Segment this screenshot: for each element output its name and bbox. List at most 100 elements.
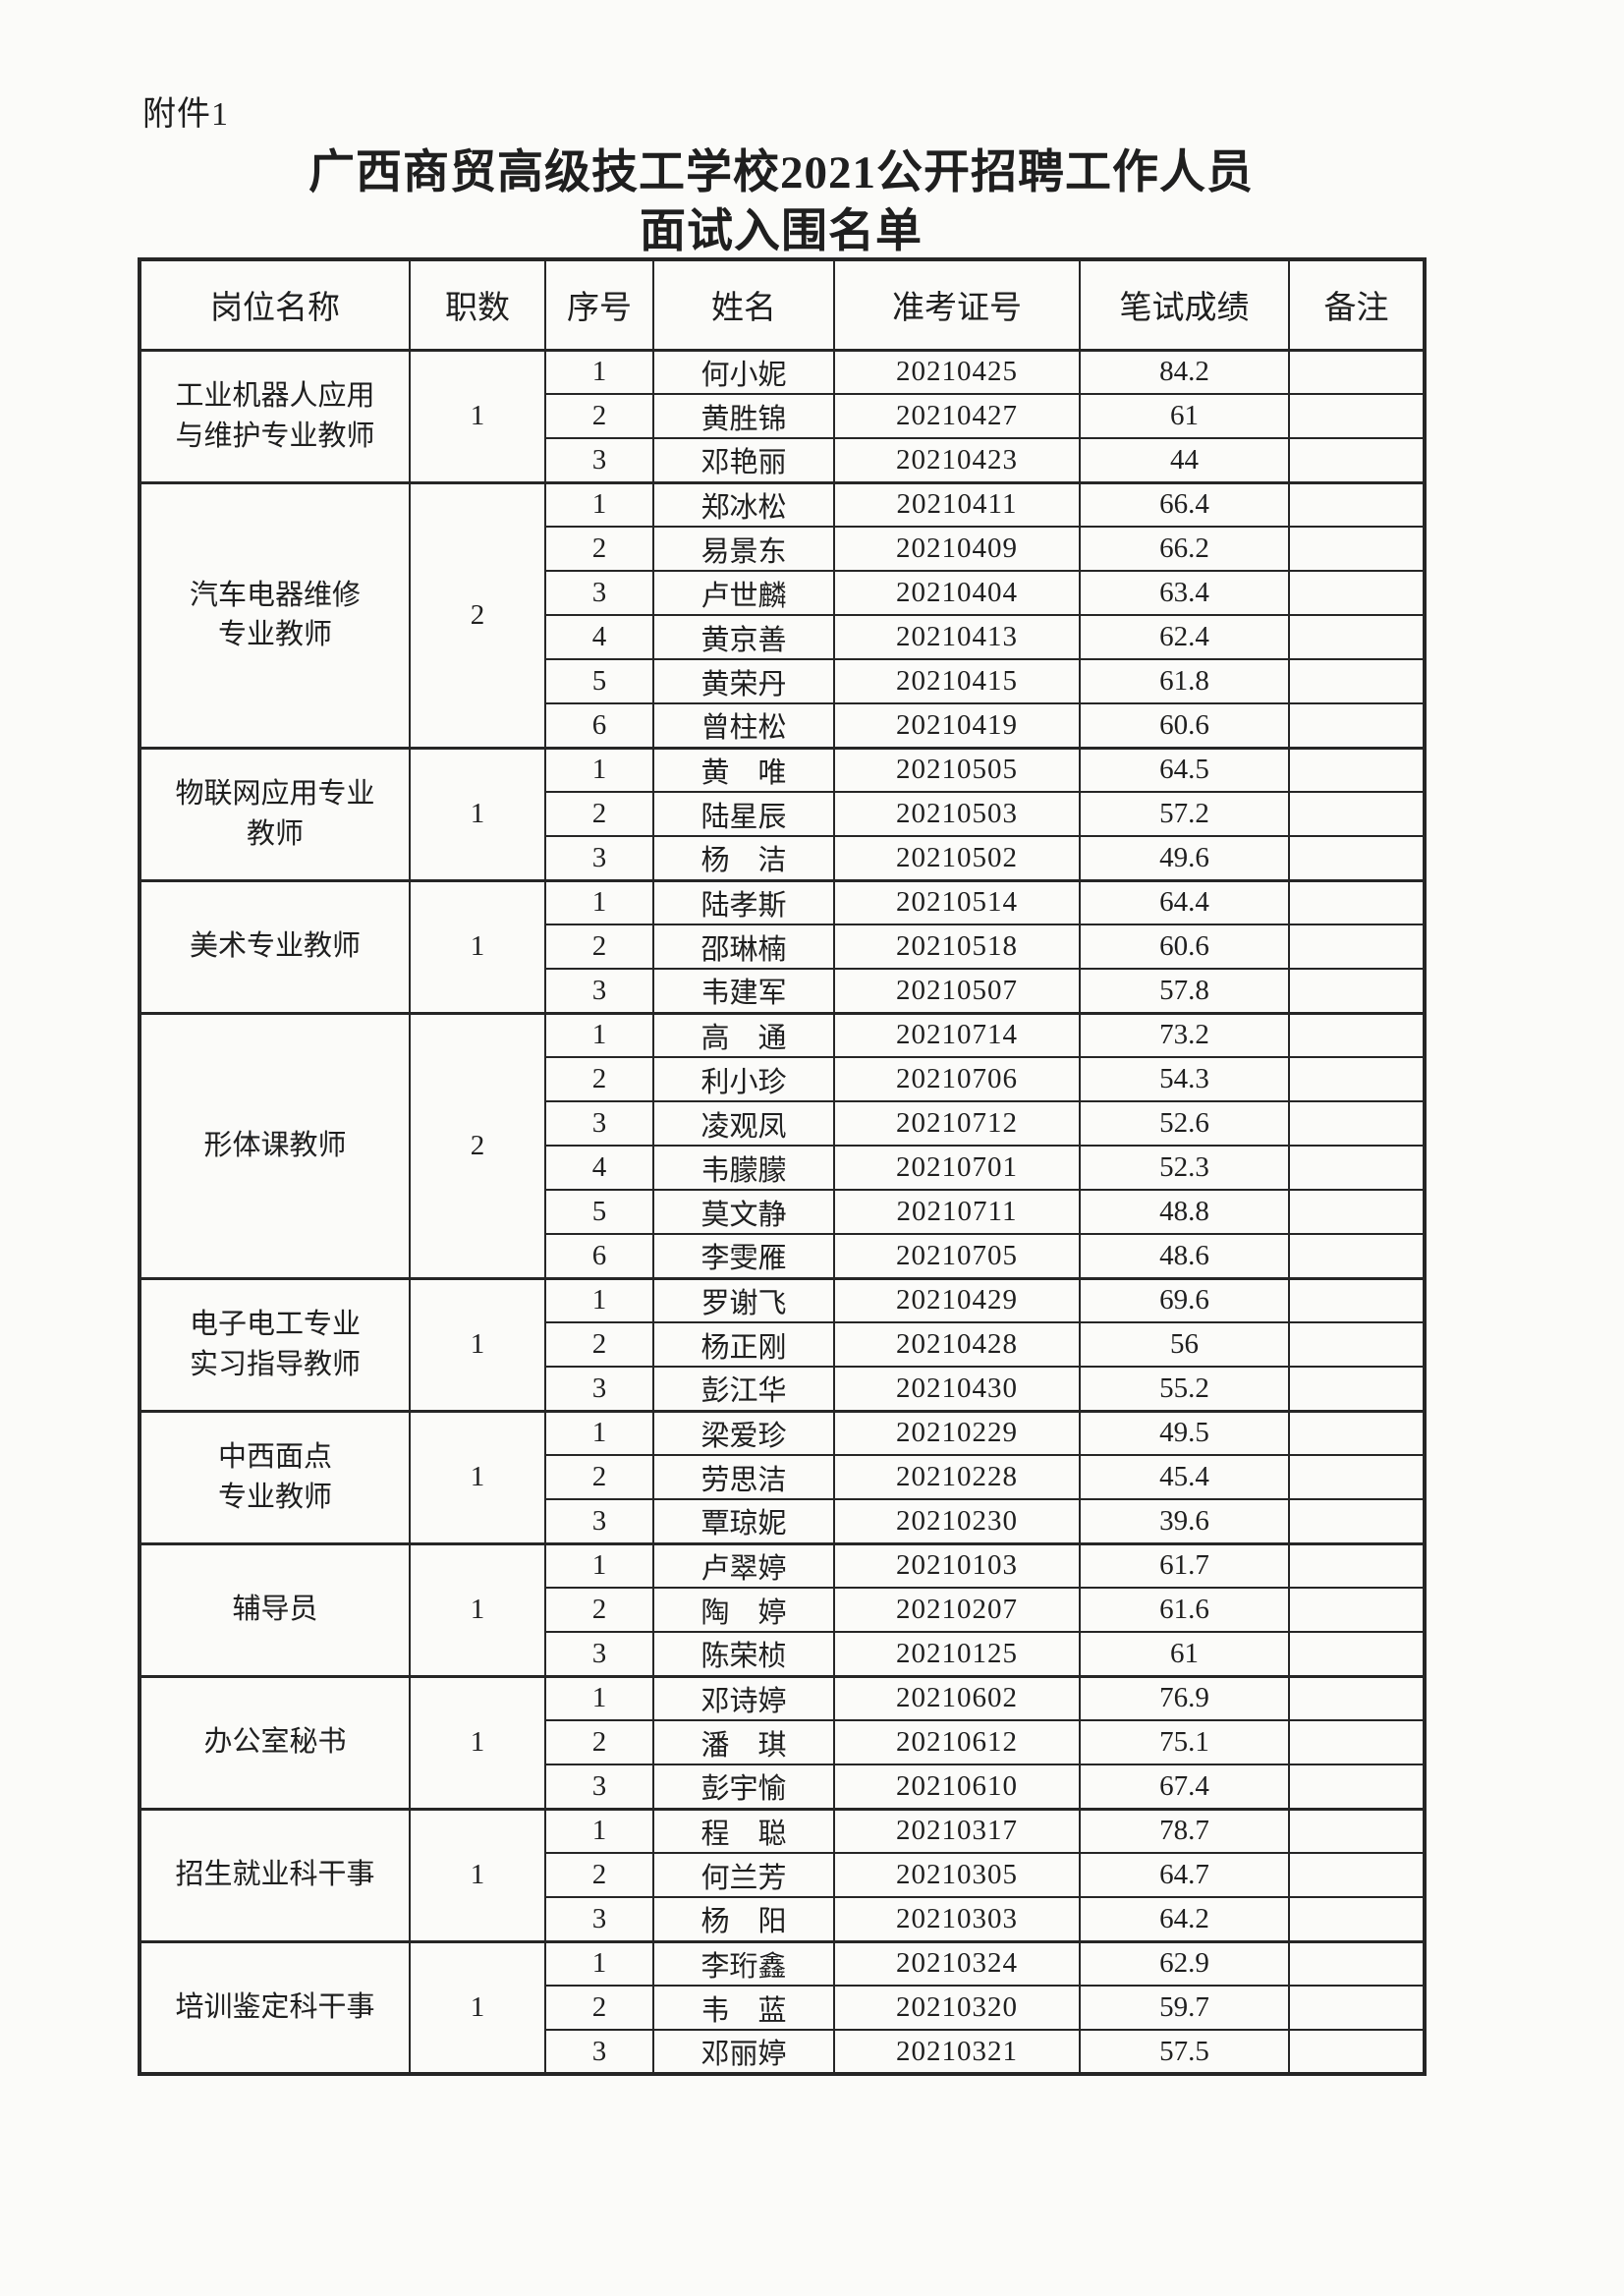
remark-cell (1288, 1276, 1426, 1323)
name-cell: 陆星辰 (652, 791, 835, 837)
remark-cell (1288, 393, 1426, 439)
score-cell: 57.8 (1079, 968, 1290, 1014)
score-cell: 61.6 (1079, 1587, 1290, 1633)
header-name: 姓名 (652, 258, 835, 352)
serial-cell: 6 (544, 702, 654, 749)
ticket-cell: 20210411 (833, 480, 1081, 528)
remark-cell (1288, 968, 1426, 1014)
serial-cell: 1 (544, 1276, 654, 1323)
serial-cell: 3 (544, 1366, 654, 1412)
name-cell: 杨 洁 (652, 835, 835, 881)
name-cell: 陈荣桢 (652, 1631, 835, 1677)
ticket-cell: 20210324 (833, 1939, 1081, 1987)
name-cell: 黄胜锦 (652, 393, 835, 439)
remark-cell (1288, 1409, 1426, 1456)
score-cell: 49.5 (1079, 1409, 1290, 1456)
name-cell: 韦朦朦 (652, 1145, 835, 1191)
remark-cell (1288, 2029, 1426, 2075)
ticket-cell: 20210413 (833, 614, 1081, 660)
remark-cell (1288, 526, 1426, 572)
score-cell: 59.7 (1079, 1985, 1290, 2031)
ticket-cell: 20210430 (833, 1366, 1081, 1412)
score-cell: 63.4 (1079, 570, 1290, 616)
score-cell: 61 (1079, 393, 1290, 439)
quota-cell: 1 (409, 1807, 546, 1942)
ticket-cell: 20210518 (833, 924, 1081, 970)
serial-cell: 3 (544, 1100, 654, 1147)
serial-cell: 5 (544, 1189, 654, 1235)
name-cell: 杨 阳 (652, 1896, 835, 1942)
serial-cell: 3 (544, 570, 654, 616)
serial-cell: 3 (544, 835, 654, 881)
remark-cell (1288, 1189, 1426, 1235)
name-cell: 邵琳楠 (652, 924, 835, 970)
ticket-cell: 20210612 (833, 1719, 1081, 1765)
name-cell: 曾柱松 (652, 702, 835, 749)
serial-cell: 2 (544, 1985, 654, 2031)
ticket-cell: 20210502 (833, 835, 1081, 881)
name-cell: 邓诗婷 (652, 1674, 835, 1721)
position-name-line: 专业教师 (217, 1481, 332, 1513)
ticket-cell: 20210409 (833, 526, 1081, 572)
position-name-line: 与维护专业教师 (175, 420, 375, 452)
score-cell: 64.2 (1079, 1896, 1290, 1942)
name-cell: 彭江华 (652, 1366, 835, 1412)
serial-cell: 1 (544, 1011, 654, 1058)
ticket-cell: 20210706 (833, 1056, 1081, 1102)
candidate-row: 5 莫文静 20210711 48.8 (140, 1189, 1426, 1235)
candidate-row: 3 邓艳丽 20210423 44 (140, 437, 1426, 483)
title-line-1: 广西商贸高级技工学校2021公开招聘工作人员 (308, 147, 1254, 198)
position-name-line: 汽车电器维修 (189, 579, 361, 611)
position-name-line: 实习指导教师 (189, 1348, 361, 1380)
serial-cell: 3 (544, 437, 654, 483)
name-cell: 莫文静 (652, 1189, 835, 1235)
remark-cell (1288, 1587, 1426, 1633)
position-name-cell: 辅导员 (139, 1541, 411, 1677)
candidate-row: 3 凌观凤 20210712 52.6 (140, 1100, 1426, 1147)
ticket-cell: 20210305 (833, 1852, 1081, 1898)
remark-cell (1288, 480, 1426, 528)
score-cell: 48.6 (1079, 1233, 1290, 1279)
name-cell: 卢世麟 (652, 570, 835, 616)
ticket-cell: 20210303 (833, 1896, 1081, 1942)
serial-cell: 1 (544, 746, 654, 793)
remark-cell (1288, 1896, 1426, 1942)
position-name-line: 物联网应用专业 (175, 778, 375, 811)
attachment-label: 附件1 (142, 96, 229, 133)
candidate-row: 3 陈荣桢 20210125 61 (140, 1631, 1426, 1677)
name-cell: 韦建军 (652, 968, 835, 1014)
quota-cell: 1 (409, 878, 546, 1014)
interview-roster-table: 岗位名称 职数 序号 姓名 准考证号 笔试成绩 备注 工业机器人应用 与维护专业教… (138, 257, 1427, 2076)
position-name-cell: 电子电工专业 实习指导教师 (139, 1276, 411, 1412)
serial-cell: 2 (544, 1719, 654, 1765)
score-cell: 64.4 (1079, 878, 1290, 925)
candidate-row: 物联网应用专业 教师 1 1 黄 唯 20210505 64.5 (139, 746, 1426, 881)
score-cell: 76.9 (1079, 1674, 1290, 1721)
remark-cell (1288, 1541, 1426, 1589)
score-cell: 69.6 (1079, 1276, 1290, 1323)
serial-cell: 3 (544, 1764, 654, 1810)
remark-cell (1288, 1807, 1426, 1854)
candidate-row: 2 利小珍 20210706 54.3 (140, 1056, 1426, 1102)
serial-cell: 2 (544, 1056, 654, 1102)
candidate-row: 中西面点 专业教师 1 1 梁爱珍 20210229 49.5 (139, 1409, 1426, 1544)
name-cell: 彭宇愉 (652, 1764, 835, 1810)
serial-cell: 2 (544, 393, 654, 439)
position-name-line: 培训鉴定科干事 (175, 1991, 375, 2024)
ticket-cell: 20210419 (833, 702, 1081, 749)
position-name-cell: 工业机器人应用 与维护专业教师 (139, 348, 411, 483)
name-cell: 易景东 (652, 526, 835, 572)
name-cell: 罗谢飞 (652, 1276, 835, 1323)
score-cell: 49.6 (1079, 835, 1290, 881)
quota-cell: 1 (409, 1276, 546, 1412)
name-cell: 邓丽婷 (652, 2029, 835, 2075)
candidate-row: 2 何兰芳 20210305 64.7 (140, 1852, 1426, 1898)
remark-cell (1288, 791, 1426, 837)
quota-cell: 2 (409, 1011, 546, 1279)
score-cell: 60.6 (1079, 924, 1290, 970)
serial-cell: 2 (544, 791, 654, 837)
score-cell: 39.6 (1079, 1498, 1290, 1544)
candidate-row: 5 黄荣丹 20210415 61.8 (140, 658, 1426, 704)
